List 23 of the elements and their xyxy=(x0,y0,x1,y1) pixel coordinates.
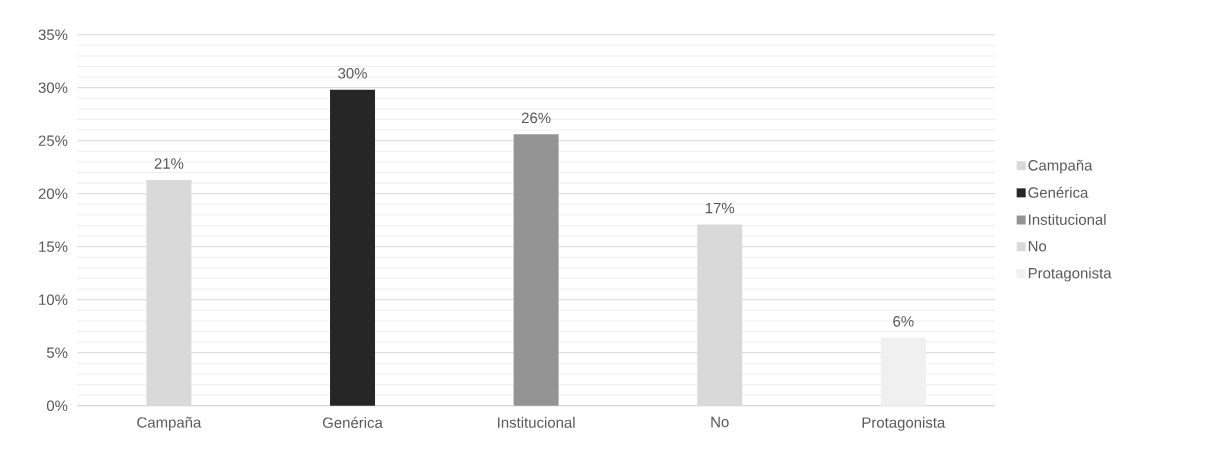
y-tick-label: 10% xyxy=(39,294,68,305)
y-tick-label: 25% xyxy=(38,135,68,146)
legend-label: No xyxy=(1028,241,1047,252)
data-label: 6% xyxy=(893,316,914,327)
legend-label: Institucional xyxy=(1029,213,1106,225)
data-label: 30% xyxy=(338,68,367,79)
x-tick-label: Genérica xyxy=(322,416,383,429)
y-tick-label: 0% xyxy=(46,400,68,411)
y-tick-label: 35% xyxy=(38,29,68,40)
y-tick-label: 5% xyxy=(46,347,68,358)
legend-label: Genérica xyxy=(1028,186,1089,198)
x-tick-label: No xyxy=(711,416,729,428)
y-tick-label: 30% xyxy=(38,82,68,93)
x-tick-label: Protagonista xyxy=(862,416,946,431)
x-tick-label: Institucional xyxy=(498,416,575,428)
data-label: 21% xyxy=(154,158,184,169)
x-tick-label: Campaña xyxy=(137,416,202,431)
data-label: 17% xyxy=(705,202,735,214)
y-tick-label: 15% xyxy=(39,241,68,252)
y-tick-label: 20% xyxy=(38,188,68,199)
legend-label: Campaña xyxy=(1028,159,1093,174)
legend-label: Protagonista xyxy=(1028,267,1112,282)
data-label: 26% xyxy=(521,112,551,124)
